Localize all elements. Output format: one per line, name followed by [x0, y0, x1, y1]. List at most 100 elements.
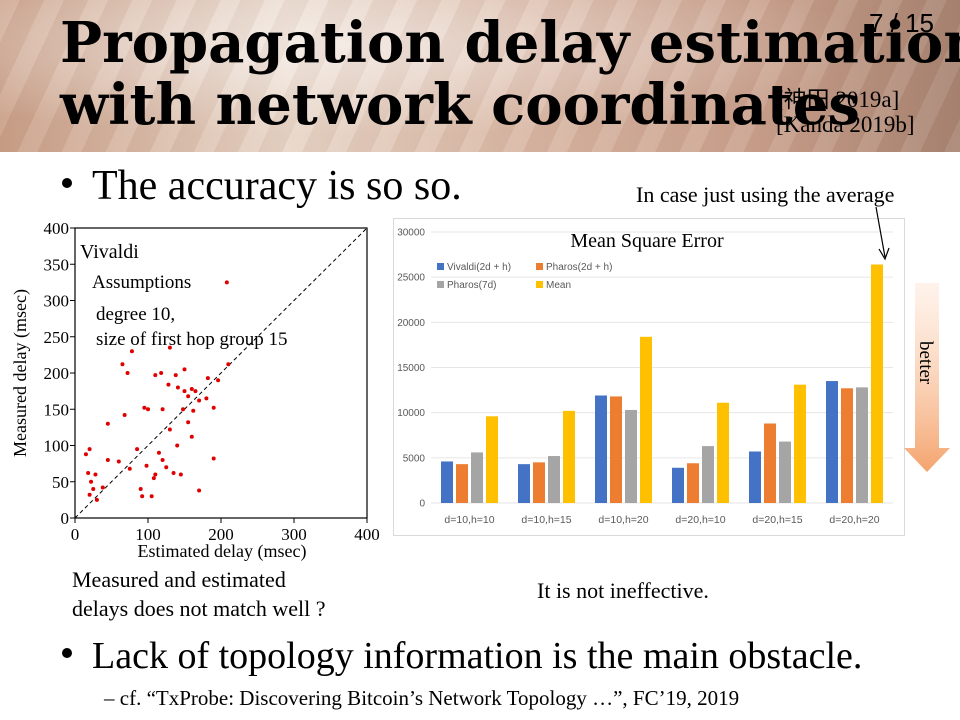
scatter-y-tick-label: 400 — [44, 219, 70, 238]
scatter-point — [186, 420, 191, 425]
bar — [794, 384, 806, 503]
scatter-point — [87, 492, 92, 497]
scatter-point — [93, 472, 98, 477]
scatter-y-tick-label: 350 — [44, 255, 70, 274]
better-label: better — [915, 341, 936, 385]
scatter-point — [153, 472, 158, 477]
scatter-annotation-degree: degree 10, — [96, 304, 175, 325]
scatter-point — [89, 479, 94, 484]
scatter-x-tick-label: 200 — [208, 525, 234, 544]
bar-y-tick-label: 0 — [419, 499, 425, 510]
scatter-point — [166, 382, 171, 387]
scatter-point — [186, 394, 191, 399]
legend-swatch — [536, 263, 543, 270]
bar-y-tick-label: 10000 — [397, 408, 425, 419]
bullet-topology: Lack of topology information is the main… — [62, 634, 862, 678]
scatter-x-tick-label: 300 — [281, 525, 307, 544]
citation-1: [神田 2019a] — [776, 87, 900, 112]
bullet-accuracy-text: The accuracy is so so. — [92, 163, 462, 209]
legend-label: Vivaldi(2d + h) — [447, 262, 511, 273]
scatter-y-tick-label: 250 — [44, 328, 70, 347]
scatter-point — [94, 497, 99, 502]
scatter-point — [87, 447, 92, 452]
scatter-y-tick-label: 200 — [44, 364, 70, 383]
bar-y-tick-label: 15000 — [397, 363, 425, 374]
scatter-y-tick-label: 50 — [52, 473, 69, 492]
bullet-accuracy: The accuracy is so so. — [62, 162, 462, 210]
scatter-point — [156, 450, 161, 455]
scatter-point — [129, 349, 134, 354]
scatter-point — [116, 459, 121, 464]
citation-2: [Kanda 2019b] — [776, 112, 915, 137]
scatter-annotation-group: size of first hop group 15 — [96, 329, 288, 350]
scatter-point — [125, 371, 130, 375]
scatter-point — [122, 413, 127, 418]
bar — [518, 464, 530, 503]
scatter-point — [211, 405, 216, 410]
scatter-point — [167, 345, 172, 350]
bar — [471, 452, 483, 503]
scatter-point — [175, 385, 180, 390]
scatter-point — [181, 407, 186, 412]
bar — [871, 264, 883, 503]
scatter-point — [189, 434, 194, 439]
bar — [548, 456, 560, 503]
bar-chart: 0 5000 10000 15000 20000 25000 30000 Vivaldi(2… — [393, 218, 905, 536]
scatter-point — [149, 494, 154, 499]
legend-label: Mean — [546, 280, 571, 291]
scatter-y-tick-label: 0 — [61, 509, 70, 528]
bar — [595, 395, 607, 503]
legend-swatch — [437, 281, 444, 288]
bar-chart-title: Mean Square Error — [570, 230, 724, 252]
bar-category-label: d=20,h=15 — [752, 514, 802, 526]
scatter-point — [211, 456, 216, 461]
scatter-x-tick-label: 100 — [135, 525, 161, 544]
scatter-point — [160, 407, 165, 412]
average-annotation: In case just using the average — [636, 182, 895, 207]
slide-title-line-2: with network coordinates — [60, 72, 860, 138]
note-mismatch-line-1: Measured and estimated — [72, 567, 286, 592]
scatter-point — [120, 362, 125, 367]
scatter-point — [135, 447, 140, 452]
scatter-point — [164, 465, 169, 470]
scatter-chart: 0 100 200 300 400 0 50 100 150 200 250 300 350 400 Vi… — [10, 219, 380, 562]
bar — [841, 388, 853, 503]
scatter-point — [226, 362, 231, 367]
scatter-point — [191, 408, 196, 413]
sub-bullet-reference: – cf. “TxProbe: Discovering Bitcoin’s Ne… — [104, 686, 740, 710]
bar — [625, 409, 637, 503]
scatter-point — [189, 386, 194, 391]
scatter-x-tick-label: 0 — [71, 525, 80, 544]
legend-swatch — [536, 281, 543, 288]
scatter-point — [171, 471, 176, 476]
reference-line — [74, 227, 368, 519]
scatter-annotation-assumptions: Assumptions — [92, 272, 191, 293]
bar — [533, 462, 545, 503]
bar — [749, 451, 761, 503]
bar-category-label: d=20,h=20 — [829, 514, 879, 526]
header-background — [0, 0, 960, 152]
scatter-point — [197, 488, 202, 493]
scatter-point — [86, 471, 91, 476]
scatter-point — [138, 487, 143, 491]
scatter-point — [216, 378, 221, 383]
scatter-point — [159, 371, 164, 375]
bar — [826, 381, 838, 503]
bar-y-tick-label: 25000 — [397, 273, 425, 284]
bar — [563, 410, 575, 503]
legend-label: Pharos(2d + h) — [546, 262, 612, 273]
bar-category-label: d=10,h=15 — [521, 514, 571, 526]
scatter-point — [140, 494, 145, 499]
scatter-y-tick-label: 300 — [44, 292, 70, 311]
scatter-point — [205, 376, 210, 381]
scatter-point — [193, 389, 198, 394]
bar-category-label: d=10,h=20 — [598, 514, 648, 526]
scatter-x-axis-label: Estimated delay (msec) — [138, 541, 307, 562]
slide-title: Propagation delay estimation with networ… — [60, 12, 960, 136]
bullet-dot-icon — [62, 178, 72, 189]
scatter-point — [100, 485, 105, 490]
scatter-point — [151, 476, 156, 481]
scatter-point — [153, 373, 158, 378]
note-mismatch-line-2: delays does not match well ? — [72, 596, 326, 621]
bar — [640, 336, 652, 503]
